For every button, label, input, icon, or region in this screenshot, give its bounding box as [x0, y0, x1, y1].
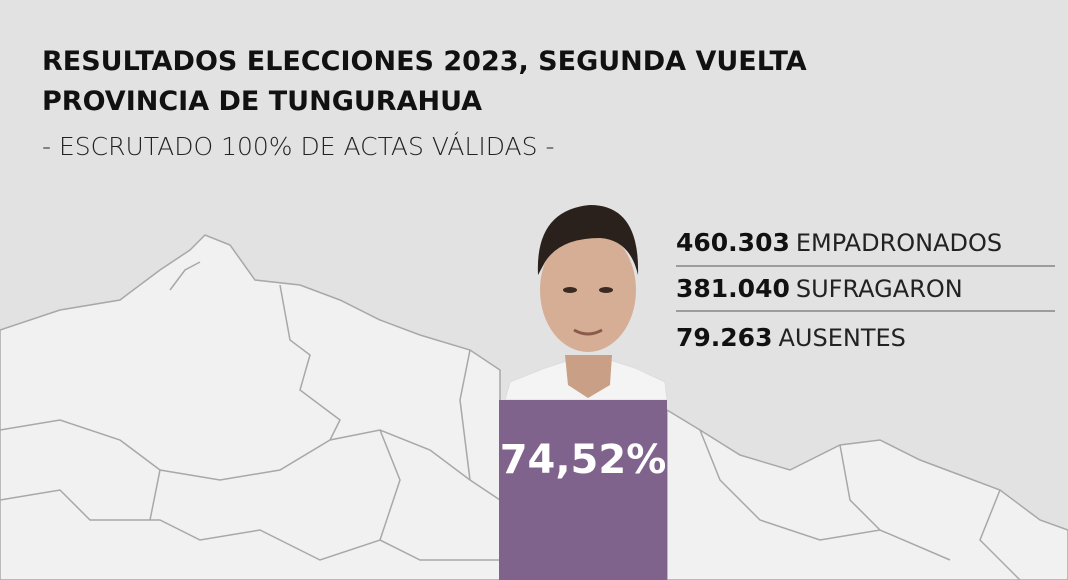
title-line: RESULTADOS ELECCIONES 2023, SEGUNDA VUEL…: [42, 46, 807, 77]
subtitle: - ESCRUTADO 100% DE ACTAS VÁLIDAS -: [42, 132, 555, 161]
map: [0, 234, 1068, 580]
stat-number: 381.040: [676, 274, 790, 303]
stat-number: 79.263: [676, 323, 772, 352]
result-value: 74,52%: [500, 437, 667, 483]
stat: 381.040 SUFRAGARON: [676, 274, 963, 303]
stat-label: SUFRAGARON: [796, 275, 963, 303]
stat: 79.263 AUSENTES: [676, 323, 906, 352]
stat-label: AUSENTES: [778, 324, 905, 352]
title-line: PROVINCIA DE TUNGURAHUA: [42, 86, 482, 117]
candidate-photo: [504, 205, 668, 401]
result-bar: [499, 400, 667, 580]
stat-label: EMPADRONADOS: [796, 229, 1002, 257]
stat-number: 460.303: [676, 228, 790, 257]
stat: 460.303 EMPADRONADOS: [676, 228, 1002, 257]
